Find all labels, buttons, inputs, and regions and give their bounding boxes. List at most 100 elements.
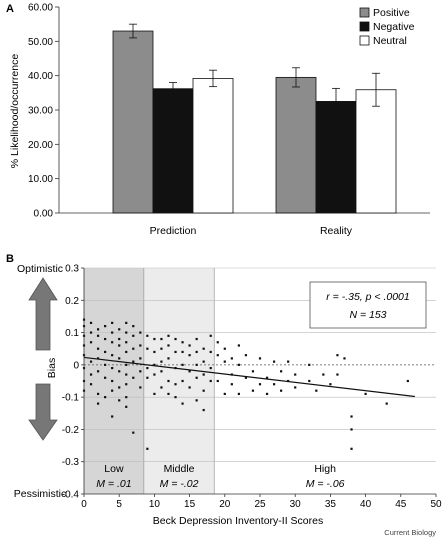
- y-tick-label: 10.00: [28, 174, 53, 185]
- data-point: [160, 370, 163, 373]
- data-point: [139, 386, 142, 389]
- data-point: [125, 331, 128, 334]
- region-label: High: [314, 463, 336, 475]
- panel-b-points: [82, 318, 409, 450]
- data-point: [96, 347, 100, 350]
- data-point: [167, 334, 170, 337]
- data-point: [167, 344, 170, 347]
- data-point: [287, 360, 290, 363]
- data-point: [181, 379, 184, 383]
- x-tick-label: 20: [219, 499, 231, 510]
- data-point: [146, 366, 149, 370]
- data-point: [167, 392, 170, 396]
- data-point: [118, 399, 121, 402]
- bar: [152, 88, 194, 214]
- region-mean: M = -.06: [306, 478, 345, 490]
- data-point: [174, 396, 177, 399]
- data-point: [89, 373, 93, 376]
- data-point: [153, 392, 156, 396]
- data-point: [329, 383, 332, 386]
- data-point: [315, 389, 318, 392]
- data-point: [146, 447, 149, 450]
- data-point: [153, 363, 156, 366]
- data-point: [89, 331, 93, 334]
- pessimistic-label: Pessimistic: [14, 488, 67, 500]
- data-point: [174, 383, 177, 386]
- data-point: [195, 376, 198, 379]
- score-region: [84, 268, 144, 494]
- data-point: [272, 383, 276, 386]
- data-point: [167, 379, 170, 383]
- arrow-up-icon: [28, 277, 58, 351]
- stats-r: r = -.35, p < .0001: [326, 291, 409, 303]
- data-point: [336, 373, 339, 376]
- data-point: [146, 334, 149, 337]
- data-point: [111, 366, 114, 370]
- data-point: [96, 392, 100, 396]
- data-point: [308, 363, 311, 366]
- panel-a-legend: Positive Negative Neutral: [359, 7, 415, 47]
- data-point: [104, 396, 107, 399]
- legend-swatch: [359, 7, 370, 18]
- panel-b-x-ticks: 0 5 10 15 20 25 30 35 40 45 50: [81, 494, 442, 510]
- data-point: [272, 360, 276, 363]
- data-point: [188, 370, 191, 373]
- region-label: Middle: [164, 463, 195, 475]
- data-point: [160, 347, 163, 350]
- data-point: [146, 376, 149, 379]
- y-tick-label: 0.2: [65, 296, 79, 307]
- data-point: [244, 354, 248, 357]
- y-tick-label: -0.4: [62, 490, 80, 501]
- panel-b-xlabel: Beck Depression Inventory-II Scores: [153, 515, 323, 527]
- x-tick-label: 50: [430, 499, 442, 510]
- x-tick-label: 25: [254, 499, 266, 510]
- data-point: [132, 347, 135, 350]
- panel-a-ylabel: % Likelihood/occurrence: [9, 54, 21, 169]
- data-point: [181, 363, 184, 366]
- bar: [112, 30, 154, 214]
- data-point: [89, 321, 93, 324]
- data-point: [111, 321, 114, 324]
- data-point: [160, 360, 163, 363]
- data-point: [223, 360, 226, 363]
- data-point: [96, 328, 100, 331]
- data-point: [111, 331, 114, 334]
- x-tick-label: 15: [184, 499, 196, 510]
- region-label: Low: [104, 463, 124, 475]
- data-point: [89, 360, 93, 363]
- data-point: [251, 389, 255, 392]
- data-point: [146, 347, 149, 350]
- data-point: [216, 354, 219, 357]
- y-tick-label: 0: [73, 360, 79, 371]
- data-point: [118, 370, 121, 373]
- data-point: [322, 373, 325, 376]
- data-point: [308, 379, 311, 383]
- data-point: [139, 357, 142, 360]
- stats-n: N = 153: [349, 309, 386, 321]
- data-point: [111, 389, 114, 392]
- y-tick-label: 30.00: [28, 106, 53, 117]
- y-tick-label: -0.2: [62, 425, 80, 436]
- data-point: [188, 386, 191, 389]
- data-point: [202, 389, 205, 392]
- source-credit: Current Biology: [384, 528, 436, 537]
- data-point: [153, 337, 156, 341]
- optimistic-label: Optimistic: [17, 263, 63, 275]
- data-point: [343, 357, 346, 360]
- data-point: [181, 402, 184, 405]
- data-point: [111, 354, 114, 357]
- legend-swatch: [359, 35, 370, 46]
- data-point: [294, 386, 297, 389]
- data-point: [96, 334, 100, 337]
- bar: [315, 101, 357, 214]
- data-point: [258, 383, 262, 386]
- data-point: [104, 363, 107, 366]
- data-point: [139, 331, 142, 334]
- data-point: [350, 415, 353, 418]
- data-point: [125, 405, 128, 408]
- data-point: [209, 334, 212, 337]
- data-point: [139, 370, 142, 373]
- data-point: [223, 347, 226, 350]
- data-point: [188, 344, 191, 347]
